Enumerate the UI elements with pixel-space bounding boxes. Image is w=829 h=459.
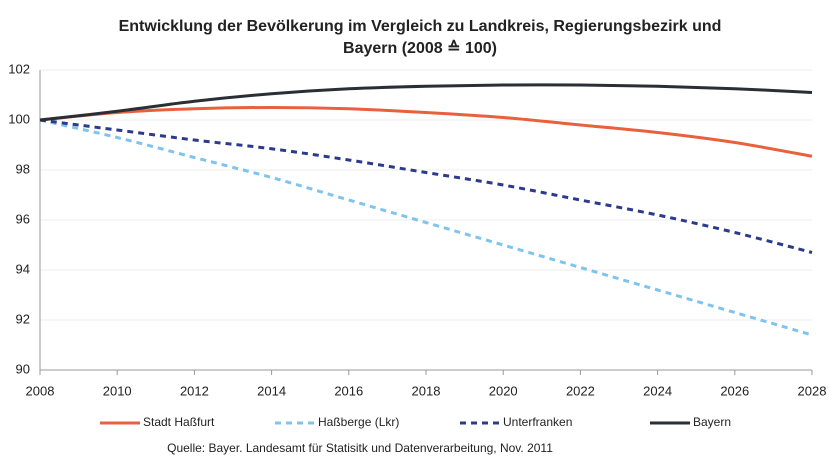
x-tick-label: 2008 bbox=[26, 383, 55, 398]
x-tick-label: 2018 bbox=[412, 383, 441, 398]
x-tick-label: 2026 bbox=[720, 383, 749, 398]
chart-title: Entwicklung der Bevölkerung im Vergleich… bbox=[119, 18, 722, 35]
y-tick-label: 100 bbox=[8, 111, 30, 126]
legend-label: Bayern bbox=[693, 415, 731, 429]
chart-title: Bayern (2008 ≙ 100) bbox=[343, 39, 497, 57]
x-tick-label: 2016 bbox=[334, 383, 363, 398]
series-line bbox=[39, 83, 813, 122]
series-line bbox=[39, 118, 813, 337]
y-tick-label: 90 bbox=[16, 361, 30, 376]
series-line bbox=[39, 118, 813, 254]
y-tick-label: 102 bbox=[8, 61, 30, 76]
legend-label: Haßberge (Lkr) bbox=[318, 415, 399, 429]
x-tick-label: 2010 bbox=[103, 383, 132, 398]
y-tick-label: 94 bbox=[16, 261, 30, 276]
series-line bbox=[39, 105, 813, 158]
y-tick-label: 98 bbox=[16, 161, 30, 176]
y-tick-label: 96 bbox=[16, 211, 30, 226]
legend-label: Unterfranken bbox=[503, 415, 572, 429]
x-tick-label: 2014 bbox=[257, 383, 286, 398]
y-tick-label: 92 bbox=[16, 311, 30, 326]
x-tick-label: 2020 bbox=[489, 383, 518, 398]
x-tick-label: 2022 bbox=[566, 383, 595, 398]
x-tick-label: 2028 bbox=[798, 383, 827, 398]
legend-label: Stadt Haßfurt bbox=[143, 415, 215, 429]
x-tick-label: 2012 bbox=[180, 383, 209, 398]
source: Quelle: Bayer. Landesamt für Statisitk u… bbox=[167, 441, 553, 455]
x-tick-label: 2024 bbox=[643, 383, 672, 398]
